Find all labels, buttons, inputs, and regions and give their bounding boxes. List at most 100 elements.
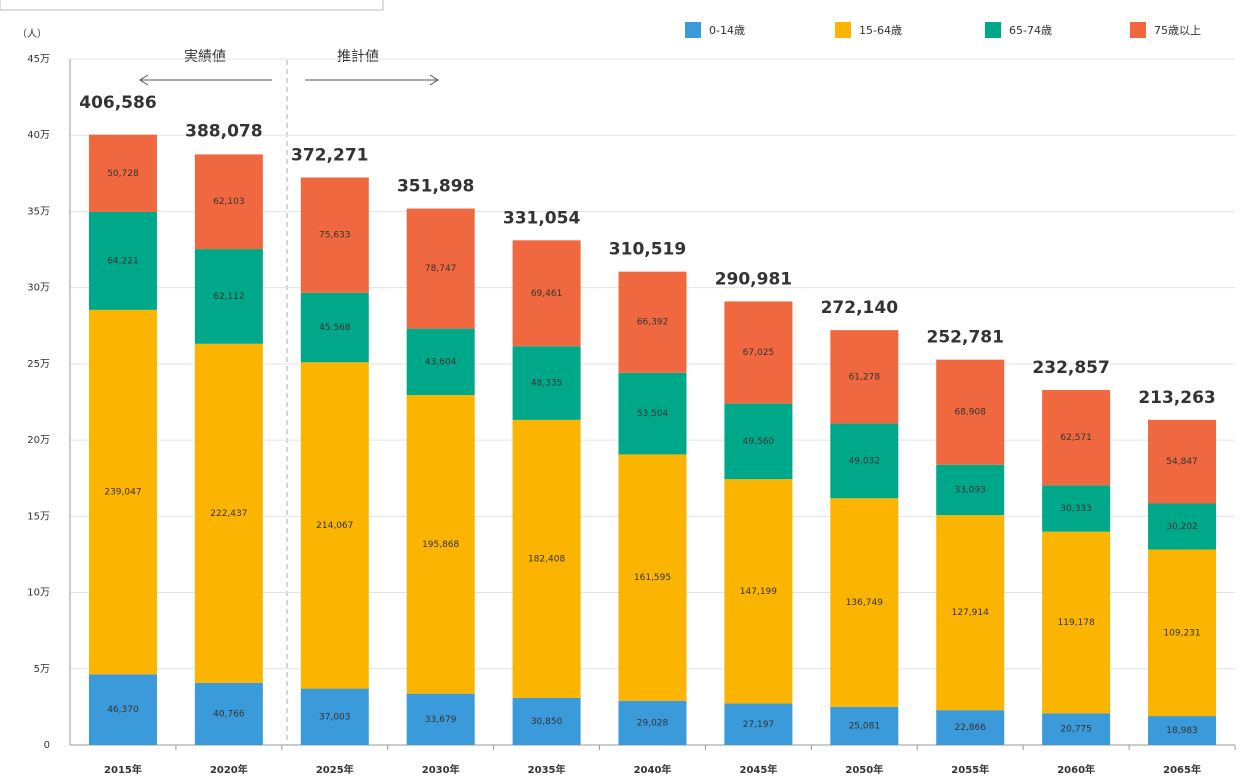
segment-label: 67,025 xyxy=(743,348,775,358)
segment-label: 78,747 xyxy=(425,264,457,274)
segment-label: 161,595 xyxy=(634,573,671,583)
x-tick-label: 2060年 xyxy=(1057,763,1095,776)
segment-label: 61,278 xyxy=(849,372,881,382)
frame xyxy=(0,0,384,11)
segment-label: 48,335 xyxy=(531,379,563,389)
bar-segment xyxy=(194,154,263,250)
y-tick-label: 45万 xyxy=(27,54,50,65)
annotation: 推計値 xyxy=(337,49,379,65)
bar-segment xyxy=(512,346,581,420)
legend-swatch xyxy=(835,22,851,38)
bar-segment xyxy=(1148,716,1217,745)
y-tick-label: 5万 xyxy=(34,664,50,675)
bar-segment xyxy=(1148,419,1217,504)
x-tick-label: 2040年 xyxy=(634,763,672,776)
bar-segment xyxy=(300,362,369,689)
segment-label: 30,333 xyxy=(1060,504,1092,514)
y-unit: （人） xyxy=(17,28,47,40)
y-tick-label: 0 xyxy=(44,740,50,751)
x-tick-label: 2035年 xyxy=(528,763,566,776)
bar-segment xyxy=(406,328,475,396)
total-label: 310,519 xyxy=(609,240,686,260)
bar-segment xyxy=(618,372,687,455)
segment-label: 136,749 xyxy=(846,598,883,608)
segment-label: 54,847 xyxy=(1166,457,1198,467)
y-tick-label: 15万 xyxy=(27,511,50,522)
bar-segment xyxy=(1042,531,1111,714)
total-label: 351,898 xyxy=(397,177,474,197)
bar-segment xyxy=(618,454,687,701)
bar-segment xyxy=(724,301,793,404)
segment-label: 239,047 xyxy=(104,488,141,498)
bar-segment xyxy=(936,515,1005,711)
bar-segment xyxy=(936,710,1005,745)
bar-segment xyxy=(724,403,793,480)
segment-label: 119,178 xyxy=(1058,618,1095,628)
bar-segment xyxy=(830,330,899,424)
segment-label: 64,221 xyxy=(107,256,139,266)
bar-segment xyxy=(1148,549,1217,717)
segment-label: 109,231 xyxy=(1163,628,1200,638)
segment-label: 127,914 xyxy=(952,608,989,618)
segment-label: 50,728 xyxy=(107,169,139,179)
segment-label: 62,103 xyxy=(213,197,245,207)
segment-label: 18,983 xyxy=(1166,726,1198,736)
segment-label: 22,866 xyxy=(954,723,986,733)
segment-label: 62,571 xyxy=(1060,433,1092,443)
segment-label: 62,112 xyxy=(213,292,245,302)
segment-label: 40,766 xyxy=(213,709,245,719)
total-label: 406,586 xyxy=(79,93,156,113)
bar-segment xyxy=(1042,390,1111,486)
total-label: 331,054 xyxy=(503,208,581,228)
bar-segment xyxy=(88,309,157,675)
legend-swatch xyxy=(1130,22,1146,38)
segment-label: 25,081 xyxy=(849,721,881,731)
bar-segment xyxy=(512,240,581,347)
bar-segment xyxy=(936,464,1005,516)
segment-label: 214,067 xyxy=(316,521,353,531)
x-tick-label: 2030年 xyxy=(422,763,460,776)
total-label: 372,271 xyxy=(291,145,368,165)
x-tick-label: 2045年 xyxy=(739,763,777,776)
bar-segment xyxy=(194,343,263,683)
y-tick-label: 30万 xyxy=(27,283,50,294)
bar-segment xyxy=(512,697,581,745)
total-label: 252,781 xyxy=(927,328,1004,348)
bar-segment xyxy=(406,208,475,329)
bar-segment xyxy=(406,395,475,694)
legend-label: 0-14歳 xyxy=(709,24,745,37)
bar-segment xyxy=(1042,713,1111,745)
segment-label: 43,604 xyxy=(425,357,457,367)
bar-segment xyxy=(88,134,157,212)
bar-segment xyxy=(406,693,475,745)
total-label: 272,140 xyxy=(821,298,899,318)
legend-label: 65-74歳 xyxy=(1009,24,1052,37)
segment-label: 69,461 xyxy=(531,289,563,299)
segment-label: 33,093 xyxy=(954,485,986,495)
y-tick-label: 20万 xyxy=(27,435,50,446)
segment-label: 45,568 xyxy=(319,323,351,333)
total-label: 290,981 xyxy=(715,269,792,289)
y-tick-label: 35万 xyxy=(27,206,50,217)
legend-label: 75歳以上 xyxy=(1154,24,1201,37)
bar-segment xyxy=(618,271,687,373)
x-tick-label: 2055年 xyxy=(951,763,989,776)
segment-label: 53,504 xyxy=(637,409,669,419)
segment-label: 20,775 xyxy=(1060,725,1092,735)
segment-label: 46,370 xyxy=(107,705,139,715)
legend-label: 15-64歳 xyxy=(859,24,902,37)
total-label: 213,263 xyxy=(1138,388,1215,408)
x-tick-label: 2015年 xyxy=(104,763,142,776)
bar-segment xyxy=(88,674,157,745)
bar-segment xyxy=(1148,503,1217,550)
bar-segment xyxy=(1042,485,1111,532)
y-tick-label: 40万 xyxy=(27,130,50,141)
y-tick-label: 10万 xyxy=(27,588,50,599)
bar-segment xyxy=(936,359,1005,465)
x-tick-label: 2065年 xyxy=(1163,763,1201,776)
y-tick-label: 25万 xyxy=(27,359,50,370)
bar-segment xyxy=(88,211,157,310)
bar-segment xyxy=(724,479,793,704)
bar-segment xyxy=(300,688,369,745)
